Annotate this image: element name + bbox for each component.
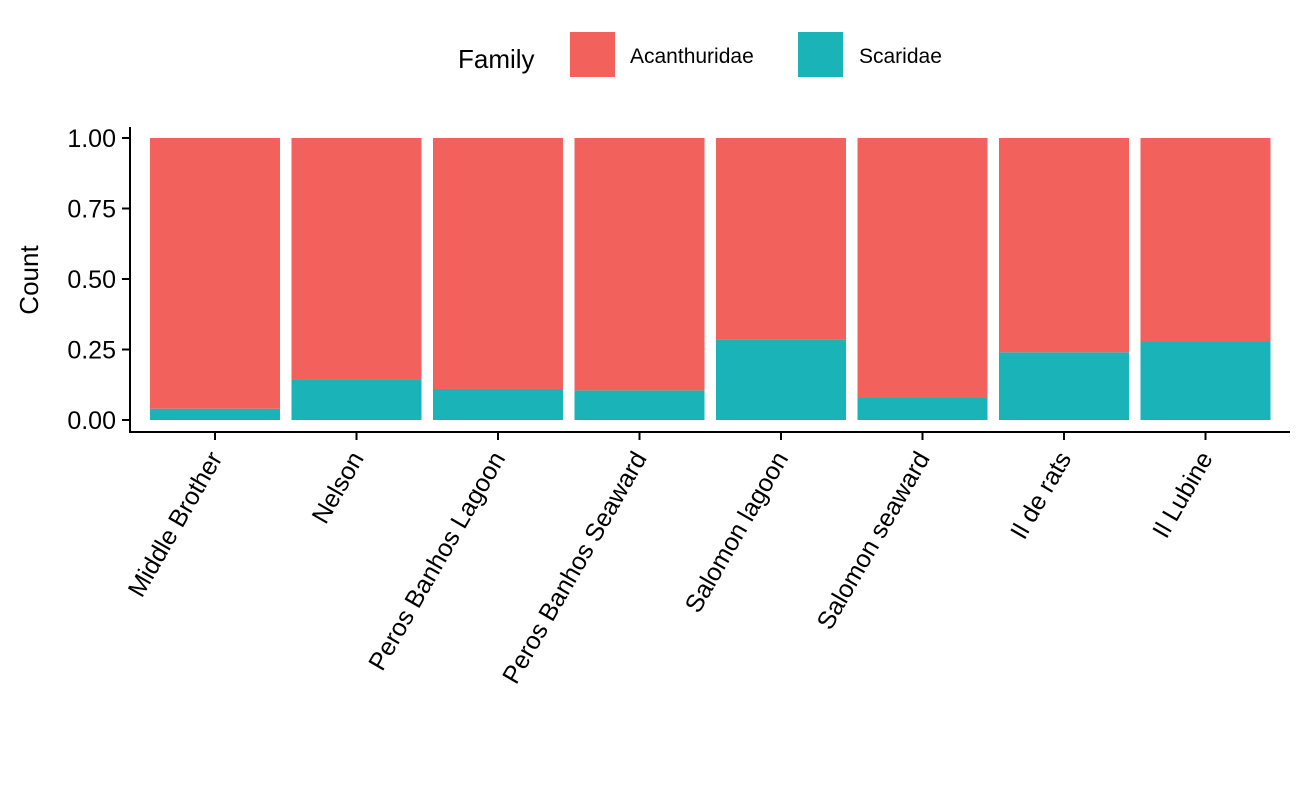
legend-title: Family (458, 44, 535, 74)
x-tick-label-middle-brother: Middle Brother (123, 447, 229, 602)
bar-acanthuridae-peros-banhos-seaward (574, 138, 705, 391)
x-tick-label-salomon-lagoon: Salomon lagoon (680, 447, 795, 617)
bar-scaridae-salomon-seaward (857, 398, 988, 420)
legend-swatch-scaridae (798, 32, 843, 77)
bar-acanthuridae-salomon-seaward (857, 138, 988, 398)
bar-acanthuridae-middle-brother (150, 138, 280, 409)
y-axis-title: Count (14, 245, 44, 315)
y-tick-label: 0.75 (67, 196, 116, 224)
bar-acanthuridae-salomon-lagoon (716, 138, 846, 340)
x-tick-label-il-de-rats: Il de rats (1005, 447, 1077, 544)
y-tick-label: 0.25 (67, 337, 116, 365)
legend-label-acanthuridae: Acanthuridae (630, 45, 754, 68)
y-tick-label: 1.00 (67, 125, 116, 153)
x-tick-label-nelson: Nelson (307, 447, 370, 528)
legend-swatch-acanthuridae (570, 32, 615, 77)
x-tick-label-il-lubine: Il Lubine (1147, 447, 1219, 543)
y-tick-label: 0.00 (67, 407, 116, 435)
bar-acanthuridae-peros-banhos-lagoon (433, 138, 563, 389)
bars-group (150, 138, 1271, 420)
legend: Family Acanthuridae Scaridae (458, 32, 942, 77)
bar-scaridae-nelson (291, 379, 422, 420)
x-tick-label-peros-banhos-lagoon: Peros Banhos Lagoon (363, 447, 511, 675)
y-ticks-group: 0.00 0.25 0.50 0.75 1.00 (67, 125, 130, 435)
x-tick-label-peros-banhos-seaward: Peros Banhos Seaward (497, 447, 653, 688)
bar-acanthuridae-il-lubine (1140, 138, 1271, 342)
bar-scaridae-salomon-lagoon (716, 339, 846, 420)
y-tick-label: 0.50 (67, 266, 116, 294)
bar-scaridae-il-de-rats (999, 352, 1129, 420)
bar-scaridae-peros-banhos-lagoon (433, 388, 563, 420)
x-tick-label-salomon-seaward: Salomon seaward (811, 447, 935, 634)
bar-scaridae-peros-banhos-seaward (574, 390, 705, 420)
legend-label-scaridae: Scaridae (859, 45, 942, 68)
bar-acanthuridae-il-de-rats (999, 138, 1129, 353)
bar-scaridae-middle-brother (150, 408, 280, 420)
bar-acanthuridae-nelson (291, 138, 422, 380)
bar-scaridae-il-lubine (1140, 341, 1271, 420)
